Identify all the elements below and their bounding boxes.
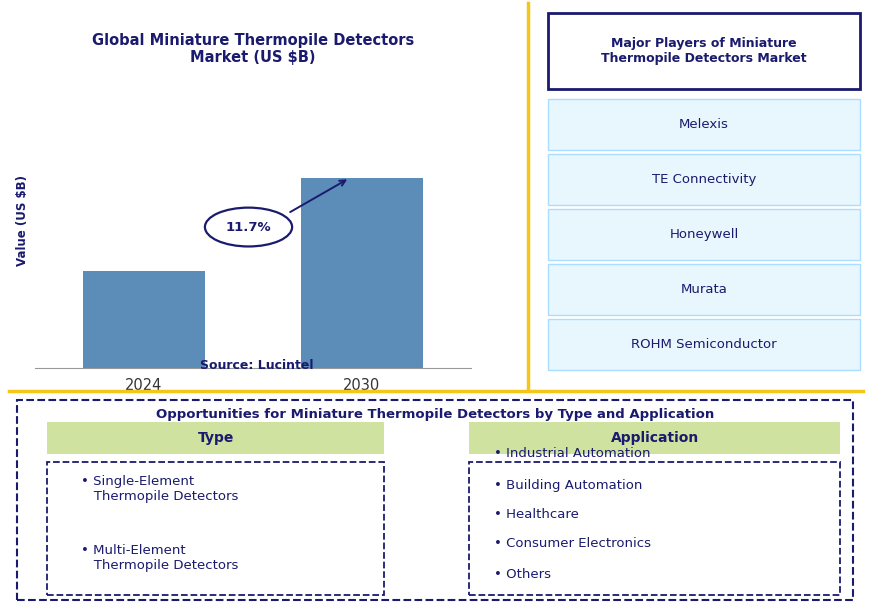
Text: Opportunities for Miniature Thermopile Detectors by Type and Application: Opportunities for Miniature Thermopile D…	[156, 408, 714, 421]
FancyBboxPatch shape	[548, 264, 860, 315]
FancyBboxPatch shape	[47, 422, 385, 454]
FancyBboxPatch shape	[548, 13, 860, 89]
Text: Major Players of Miniature
Thermopile Detectors Market: Major Players of Miniature Thermopile De…	[602, 37, 807, 65]
Title: Global Miniature Thermopile Detectors
Market (US $B): Global Miniature Thermopile Detectors Ma…	[92, 33, 414, 66]
FancyBboxPatch shape	[548, 319, 860, 370]
FancyBboxPatch shape	[17, 400, 853, 600]
FancyBboxPatch shape	[47, 462, 385, 595]
Text: • Industrial Automation: • Industrial Automation	[494, 447, 651, 460]
Bar	[301, 178, 423, 368]
Text: ROHM Semiconductor: ROHM Semiconductor	[631, 338, 777, 351]
Bar	[83, 271, 205, 368]
FancyBboxPatch shape	[469, 462, 841, 595]
Text: • Multi-Element
   Thermopile Detectors: • Multi-Element Thermopile Detectors	[80, 544, 238, 572]
FancyBboxPatch shape	[469, 422, 841, 454]
FancyBboxPatch shape	[548, 154, 860, 205]
Text: • Building Automation: • Building Automation	[494, 479, 643, 492]
Text: Honeywell: Honeywell	[670, 228, 739, 241]
FancyBboxPatch shape	[548, 99, 860, 150]
Text: • Others: • Others	[494, 568, 551, 581]
FancyBboxPatch shape	[548, 208, 860, 260]
Text: • Healthcare: • Healthcare	[494, 508, 579, 520]
Y-axis label: Value (US $B): Value (US $B)	[17, 175, 30, 266]
Text: TE Connectivity: TE Connectivity	[652, 173, 756, 186]
Text: • Single-Element
   Thermopile Detectors: • Single-Element Thermopile Detectors	[80, 475, 238, 503]
Text: Murata: Murata	[681, 283, 727, 296]
Text: Type: Type	[197, 431, 234, 445]
Text: • Consumer Electronics: • Consumer Electronics	[494, 537, 651, 550]
Text: Source: Lucintel: Source: Lucintel	[201, 359, 314, 371]
Text: 11.7%: 11.7%	[226, 221, 271, 234]
Text: Melexis: Melexis	[679, 118, 729, 131]
Text: Application: Application	[610, 431, 698, 445]
